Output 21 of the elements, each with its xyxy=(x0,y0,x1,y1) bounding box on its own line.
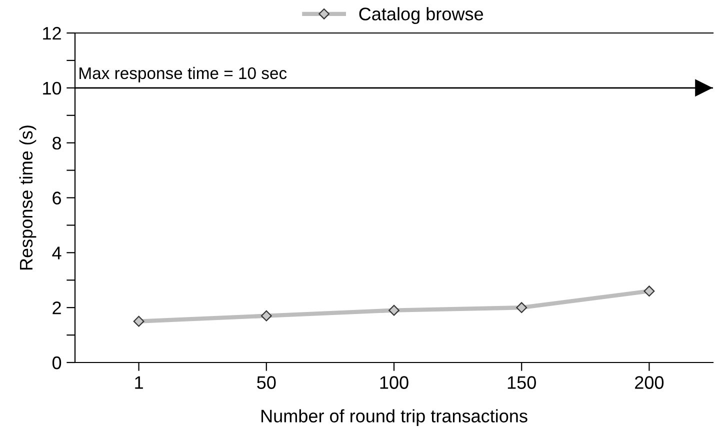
point xyxy=(516,302,528,314)
y-tick-label: 0 xyxy=(52,356,62,370)
y-tick-label: 10 xyxy=(43,82,62,95)
x-tick-label: 200 xyxy=(635,376,664,389)
point xyxy=(644,286,655,297)
x-tick-label: 50 xyxy=(257,376,276,389)
y-tick-label: 4 xyxy=(52,246,62,260)
x-tick-label: 100 xyxy=(380,376,408,389)
x-tick-label: 150 xyxy=(508,376,536,389)
y-axis-title: Response time (s) xyxy=(19,126,36,270)
point xyxy=(388,304,400,316)
legend-label: Catalog browse xyxy=(359,7,484,24)
y-tick-label: 2 xyxy=(52,302,61,314)
y-tick-label: 12 xyxy=(43,26,61,40)
y-tick-label: 6 xyxy=(52,192,62,204)
point xyxy=(133,316,144,327)
x-axis-title: Number of round trip transactions xyxy=(262,409,528,426)
ref-line-label: Max response time = 10 sec xyxy=(80,66,287,82)
y-tick-label: 8 xyxy=(52,136,62,150)
x-tick-label: 1 xyxy=(135,376,143,389)
point xyxy=(260,310,272,322)
